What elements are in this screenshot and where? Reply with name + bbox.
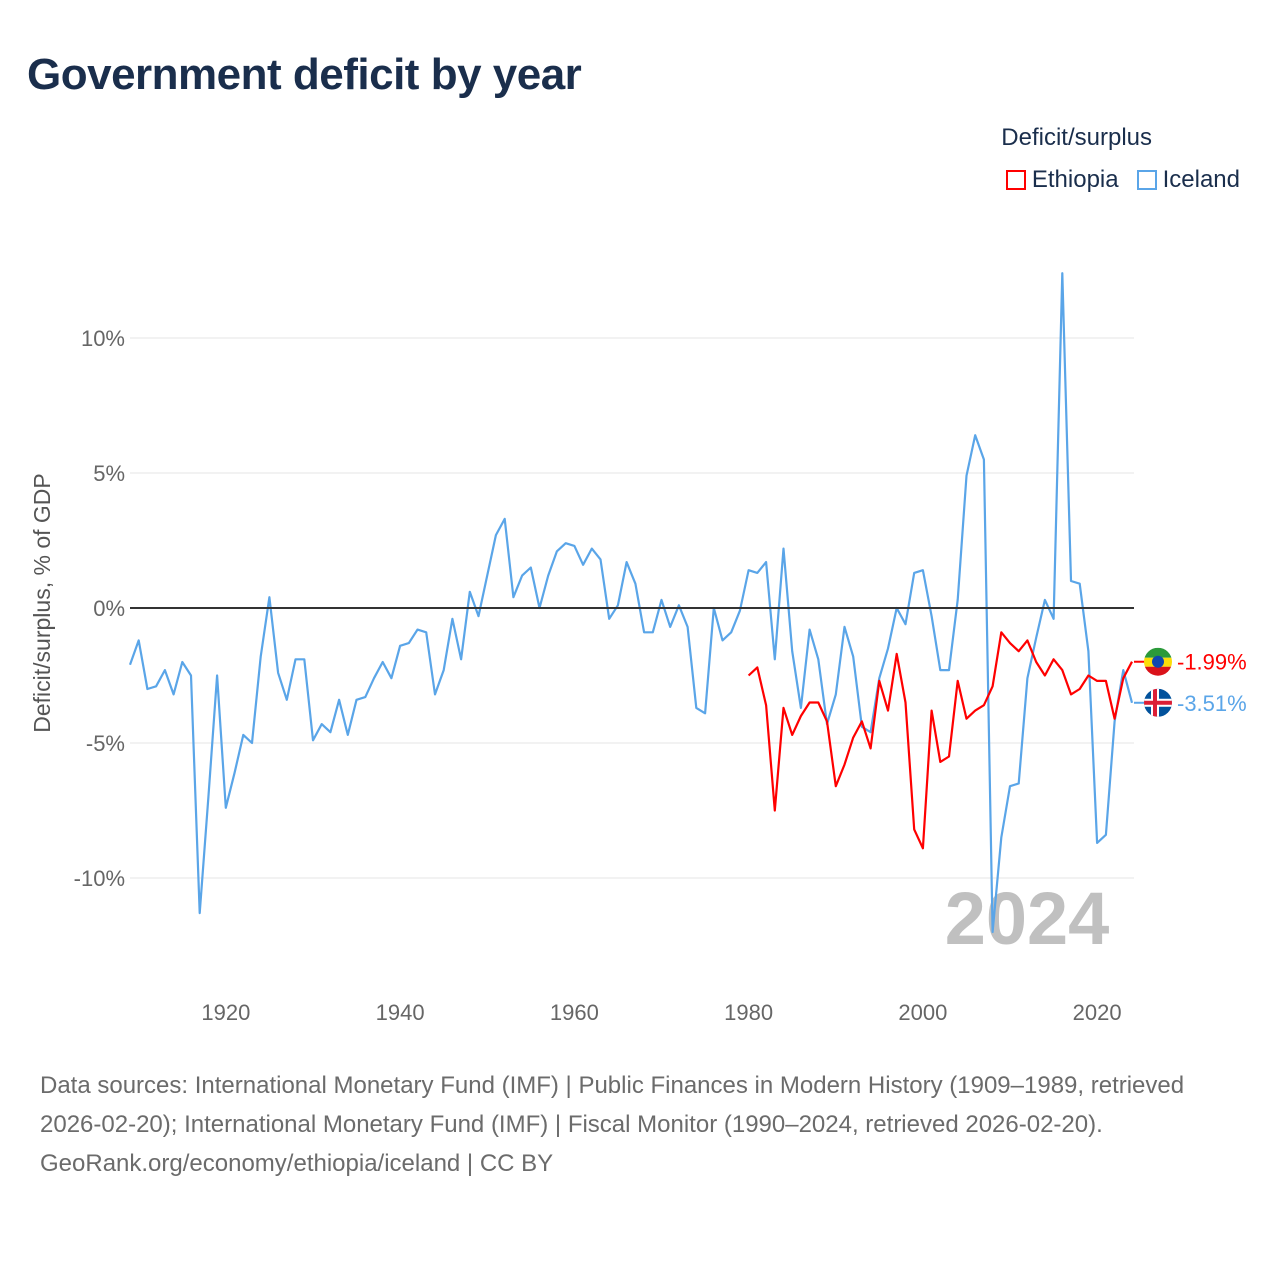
- flag-stripe: [1144, 647, 1172, 658]
- ethiopia-flag-icon: [1144, 647, 1172, 676]
- y-tick-label: 10%: [81, 326, 125, 351]
- y-axis-title: Deficit/surplus, % of GDP: [29, 473, 55, 732]
- flag-body: [1144, 688, 1172, 717]
- source-link[interactable]: GeoRank.org/economy/ethiopia/iceland | C…: [40, 1150, 554, 1177]
- flag-cross: [1153, 688, 1157, 717]
- flag-body: [1144, 647, 1172, 676]
- y-tick-label: 5%: [93, 461, 125, 486]
- chart-title: Government deficit by year: [27, 50, 582, 99]
- y-tick-label: -10%: [74, 866, 125, 891]
- legend-label: Ethiopia: [1031, 166, 1119, 193]
- end-value-label: -3.51%: [1177, 691, 1247, 716]
- source-note: Data sources: International Monetary Fun…: [40, 1066, 1240, 1183]
- legend-swatch-ethiopia: [1005, 170, 1026, 190]
- legend: Ethiopia Iceland: [1005, 166, 1240, 194]
- year-watermark: 2024: [945, 877, 1110, 960]
- flag-cross: [1144, 700, 1172, 705]
- legend-item-iceland[interactable]: Iceland: [1136, 166, 1240, 194]
- legend-title: Deficit/surplus: [1001, 124, 1152, 151]
- x-tick-label: 1940: [376, 1000, 425, 1025]
- end-value-label: -1.99%: [1177, 650, 1247, 675]
- x-tick-label: 1920: [201, 1000, 250, 1025]
- legend-swatch-iceland: [1136, 170, 1157, 190]
- x-tick-label: 2020: [1073, 1000, 1122, 1025]
- x-tick-label: 1980: [724, 1000, 773, 1025]
- y-tick-label: 0%: [93, 596, 125, 621]
- data-sources: Data sources: International Monetary Fun…: [40, 1072, 1185, 1138]
- flag-stripe: [1144, 666, 1172, 676]
- x-tick-label: 2000: [898, 1000, 947, 1025]
- series-line-iceland: [128, 272, 1134, 934]
- series-line-ethiopia: [747, 631, 1133, 850]
- y-tick-label: -5%: [86, 731, 125, 756]
- legend-item-ethiopia[interactable]: Ethiopia: [1005, 166, 1119, 194]
- legend-label: Iceland: [1162, 166, 1240, 193]
- flag-emblem: [1152, 655, 1164, 668]
- x-tick-label: 1960: [550, 1000, 599, 1025]
- iceland-flag-icon: [1144, 688, 1172, 717]
